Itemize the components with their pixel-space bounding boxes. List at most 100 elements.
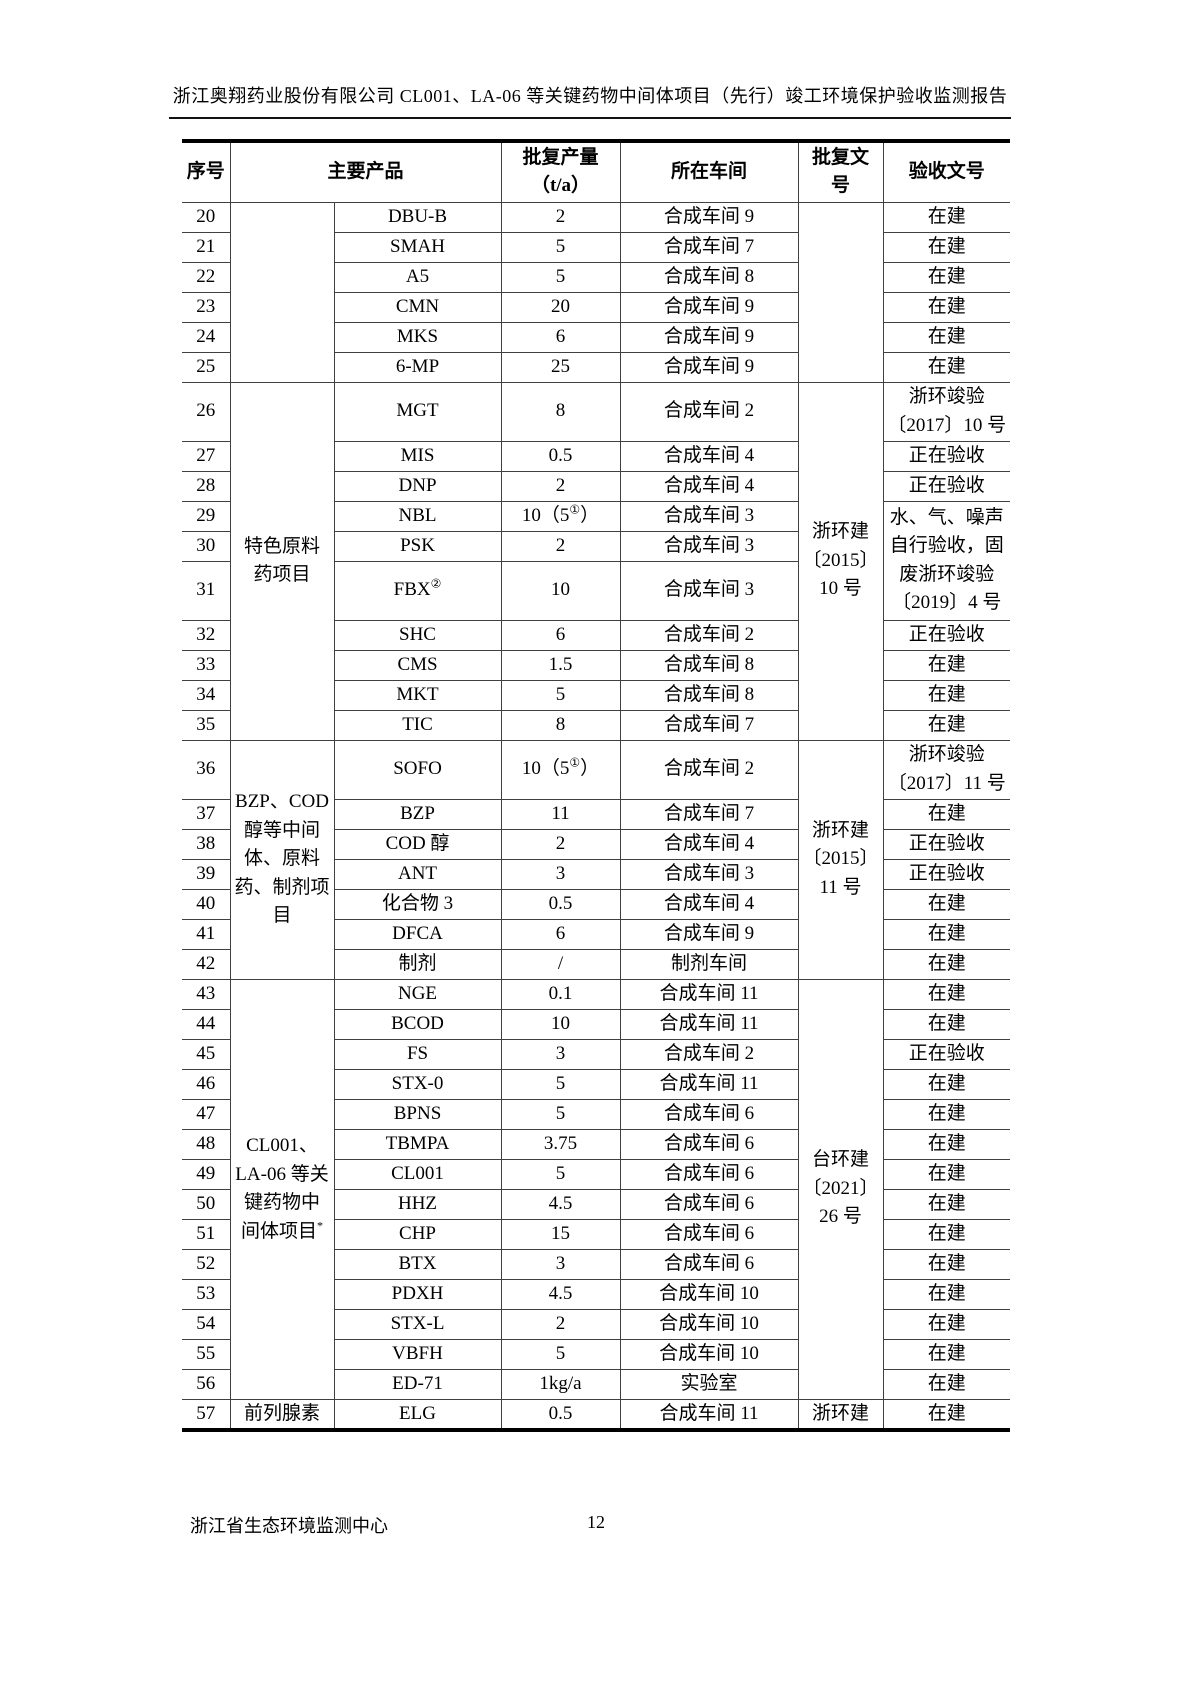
cell-product: DFCA <box>333 918 502 950</box>
document-title: 浙江奥翔药业股份有限公司 CL001、LA-06 等关键药物中间体项目（先行）竣… <box>172 86 1008 106</box>
cell-product: CHP <box>333 1218 502 1250</box>
cell-index: 27 <box>181 440 231 472</box>
cell-workshop: 合成车间 6 <box>619 1098 799 1130</box>
cell-product: PSK <box>333 530 502 562</box>
cell-workshop: 合成车间 2 <box>619 1038 799 1070</box>
cell-workshop: 合成车间 3 <box>619 560 799 621</box>
cell-workshop: 实验室 <box>619 1368 799 1400</box>
cell-index: 36 <box>181 739 231 800</box>
cell-capacity: 6 <box>500 918 621 950</box>
table-row: 21 SMAH 5 合成车间 7 在建 <box>181 231 1011 263</box>
cell-acceptance: 浙环竣验 〔2017〕10 号 <box>882 381 1011 442</box>
cell-workshop: 合成车间 6 <box>619 1248 799 1280</box>
cell-workshop: 合成车间 11 <box>619 1008 799 1040</box>
cell-product: STX-0 <box>333 1068 502 1100</box>
cell-acceptance: 在建 <box>882 948 1011 980</box>
cell-index: 37 <box>181 798 231 830</box>
cell-workshop: 合成车间 10 <box>619 1308 799 1340</box>
cell-workshop: 合成车间 8 <box>619 649 799 681</box>
table-row: 37 BZP 11 合成车间 7 在建 <box>181 798 1011 830</box>
cell-capacity: 5 <box>500 261 621 293</box>
cell-acceptance: 正在验收 <box>882 858 1011 890</box>
cell-product: VBFH <box>333 1338 502 1370</box>
cell-group: 特色原料 药项目 <box>229 381 335 741</box>
cell-acceptance: 在建 <box>882 918 1011 950</box>
cell-product: ED-71 <box>333 1368 502 1400</box>
cell-workshop: 合成车间 9 <box>619 321 799 353</box>
cell-index: 49 <box>181 1158 231 1190</box>
table-row: 49 CL001 5 合成车间 6 在建 <box>181 1158 1011 1190</box>
cell-index: 56 <box>181 1368 231 1400</box>
products-table: 序号 主要产品 批复产量 （t/a） 所在车间 批复文 号 验收文号 20 DBU… <box>181 139 1011 1432</box>
cell-acceptance: 在建 <box>882 798 1011 830</box>
table-row: 41 DFCA 6 合成车间 9 在建 <box>181 918 1011 950</box>
cell-product: SMAH <box>333 231 502 263</box>
col-header-index: 序号 <box>181 140 231 203</box>
cell-acceptance: 在建 <box>882 1188 1011 1220</box>
cell-index: 32 <box>181 619 231 651</box>
cell-product: FS <box>333 1038 502 1070</box>
cell-acceptance: 在建 <box>882 1128 1011 1160</box>
cell-acceptance: 在建 <box>882 888 1011 920</box>
cell-product: FBX② <box>333 560 502 621</box>
table-row: 31 FBX② 10 合成车间 3 <box>181 560 1010 621</box>
cell-workshop: 合成车间 4 <box>619 440 799 472</box>
products-table-body: 20 DBU-B 2 合成车间 9 在建 21 SMAH 5 合成车间 7 在建 22 A5 5 合成车间… <box>181 201 1011 1431</box>
cell-acceptance: 在建 <box>882 261 1011 293</box>
cell-index: 39 <box>181 858 231 890</box>
cell-approval: 浙环建 〔2015〕 11 号 <box>797 739 884 980</box>
cell-capacity: 5 <box>500 1158 621 1190</box>
cell-capacity: 8 <box>500 381 621 442</box>
table-row: 54 STX-L 2 合成车间 10 在建 <box>181 1308 1011 1340</box>
cell-product: NBL <box>333 500 502 532</box>
cell-workshop: 合成车间 7 <box>619 231 799 263</box>
table-row: 22 A5 5 合成车间 8 在建 <box>181 261 1011 293</box>
cell-approval <box>797 201 884 383</box>
cell-index: 21 <box>181 231 231 263</box>
cell-acceptance: 正在验收 <box>882 1038 1011 1070</box>
cell-index: 40 <box>181 888 231 920</box>
cell-workshop: 合成车间 3 <box>619 858 799 890</box>
table-row: 38 COD 醇 2 合成车间 4 正在验收 <box>181 828 1011 860</box>
cell-acceptance: 正在验收 <box>882 619 1011 651</box>
table-row: 25 6-MP 25 合成车间 9 在建 <box>181 351 1011 383</box>
cell-index: 54 <box>181 1308 231 1340</box>
cell-index: 33 <box>181 649 231 681</box>
cell-index: 30 <box>181 530 231 562</box>
cell-acceptance: 正在验收 <box>882 470 1011 502</box>
cell-product: MGT <box>333 381 502 442</box>
col-header-product: 主要产品 <box>229 140 502 203</box>
cell-group <box>229 201 335 383</box>
cell-workshop: 合成车间 8 <box>619 679 799 711</box>
cell-product: HHZ <box>333 1188 502 1220</box>
cell-capacity: 2 <box>500 530 621 562</box>
cell-index: 42 <box>181 948 231 980</box>
table-row: 45 FS 3 合成车间 2 正在验收 <box>181 1038 1011 1070</box>
cell-product: BZP <box>333 798 502 830</box>
cell-acceptance: 在建 <box>882 1338 1011 1370</box>
cell-product: PDXH <box>333 1278 502 1310</box>
cell-product: 制剂 <box>333 948 502 980</box>
cell-index: 55 <box>181 1338 231 1370</box>
cell-capacity: 25 <box>500 351 621 383</box>
cell-acceptance: 在建 <box>882 1248 1011 1280</box>
cell-acceptance: 在建 <box>882 201 1011 233</box>
cell-product: DNP <box>333 470 502 502</box>
cell-approval: 浙环建 <box>797 1398 884 1431</box>
cell-workshop: 合成车间 9 <box>619 351 799 383</box>
cell-capacity: 3 <box>500 858 621 890</box>
cell-capacity: 5 <box>500 231 621 263</box>
cell-workshop: 合成车间 3 <box>619 530 799 562</box>
cell-product: SOFO <box>333 739 502 800</box>
cell-acceptance: 正在验收 <box>882 828 1011 860</box>
cell-workshop: 合成车间 4 <box>619 888 799 920</box>
cell-acceptance: 在建 <box>882 351 1011 383</box>
cell-capacity: 10 <box>500 1008 621 1040</box>
cell-product: BCOD <box>333 1008 502 1040</box>
cell-product: MIS <box>333 440 502 472</box>
footer-page-number: 12 <box>587 1512 605 1532</box>
cell-workshop: 合成车间 11 <box>619 978 799 1010</box>
cell-acceptance: 在建 <box>882 679 1011 711</box>
cell-product: BPNS <box>333 1098 502 1130</box>
